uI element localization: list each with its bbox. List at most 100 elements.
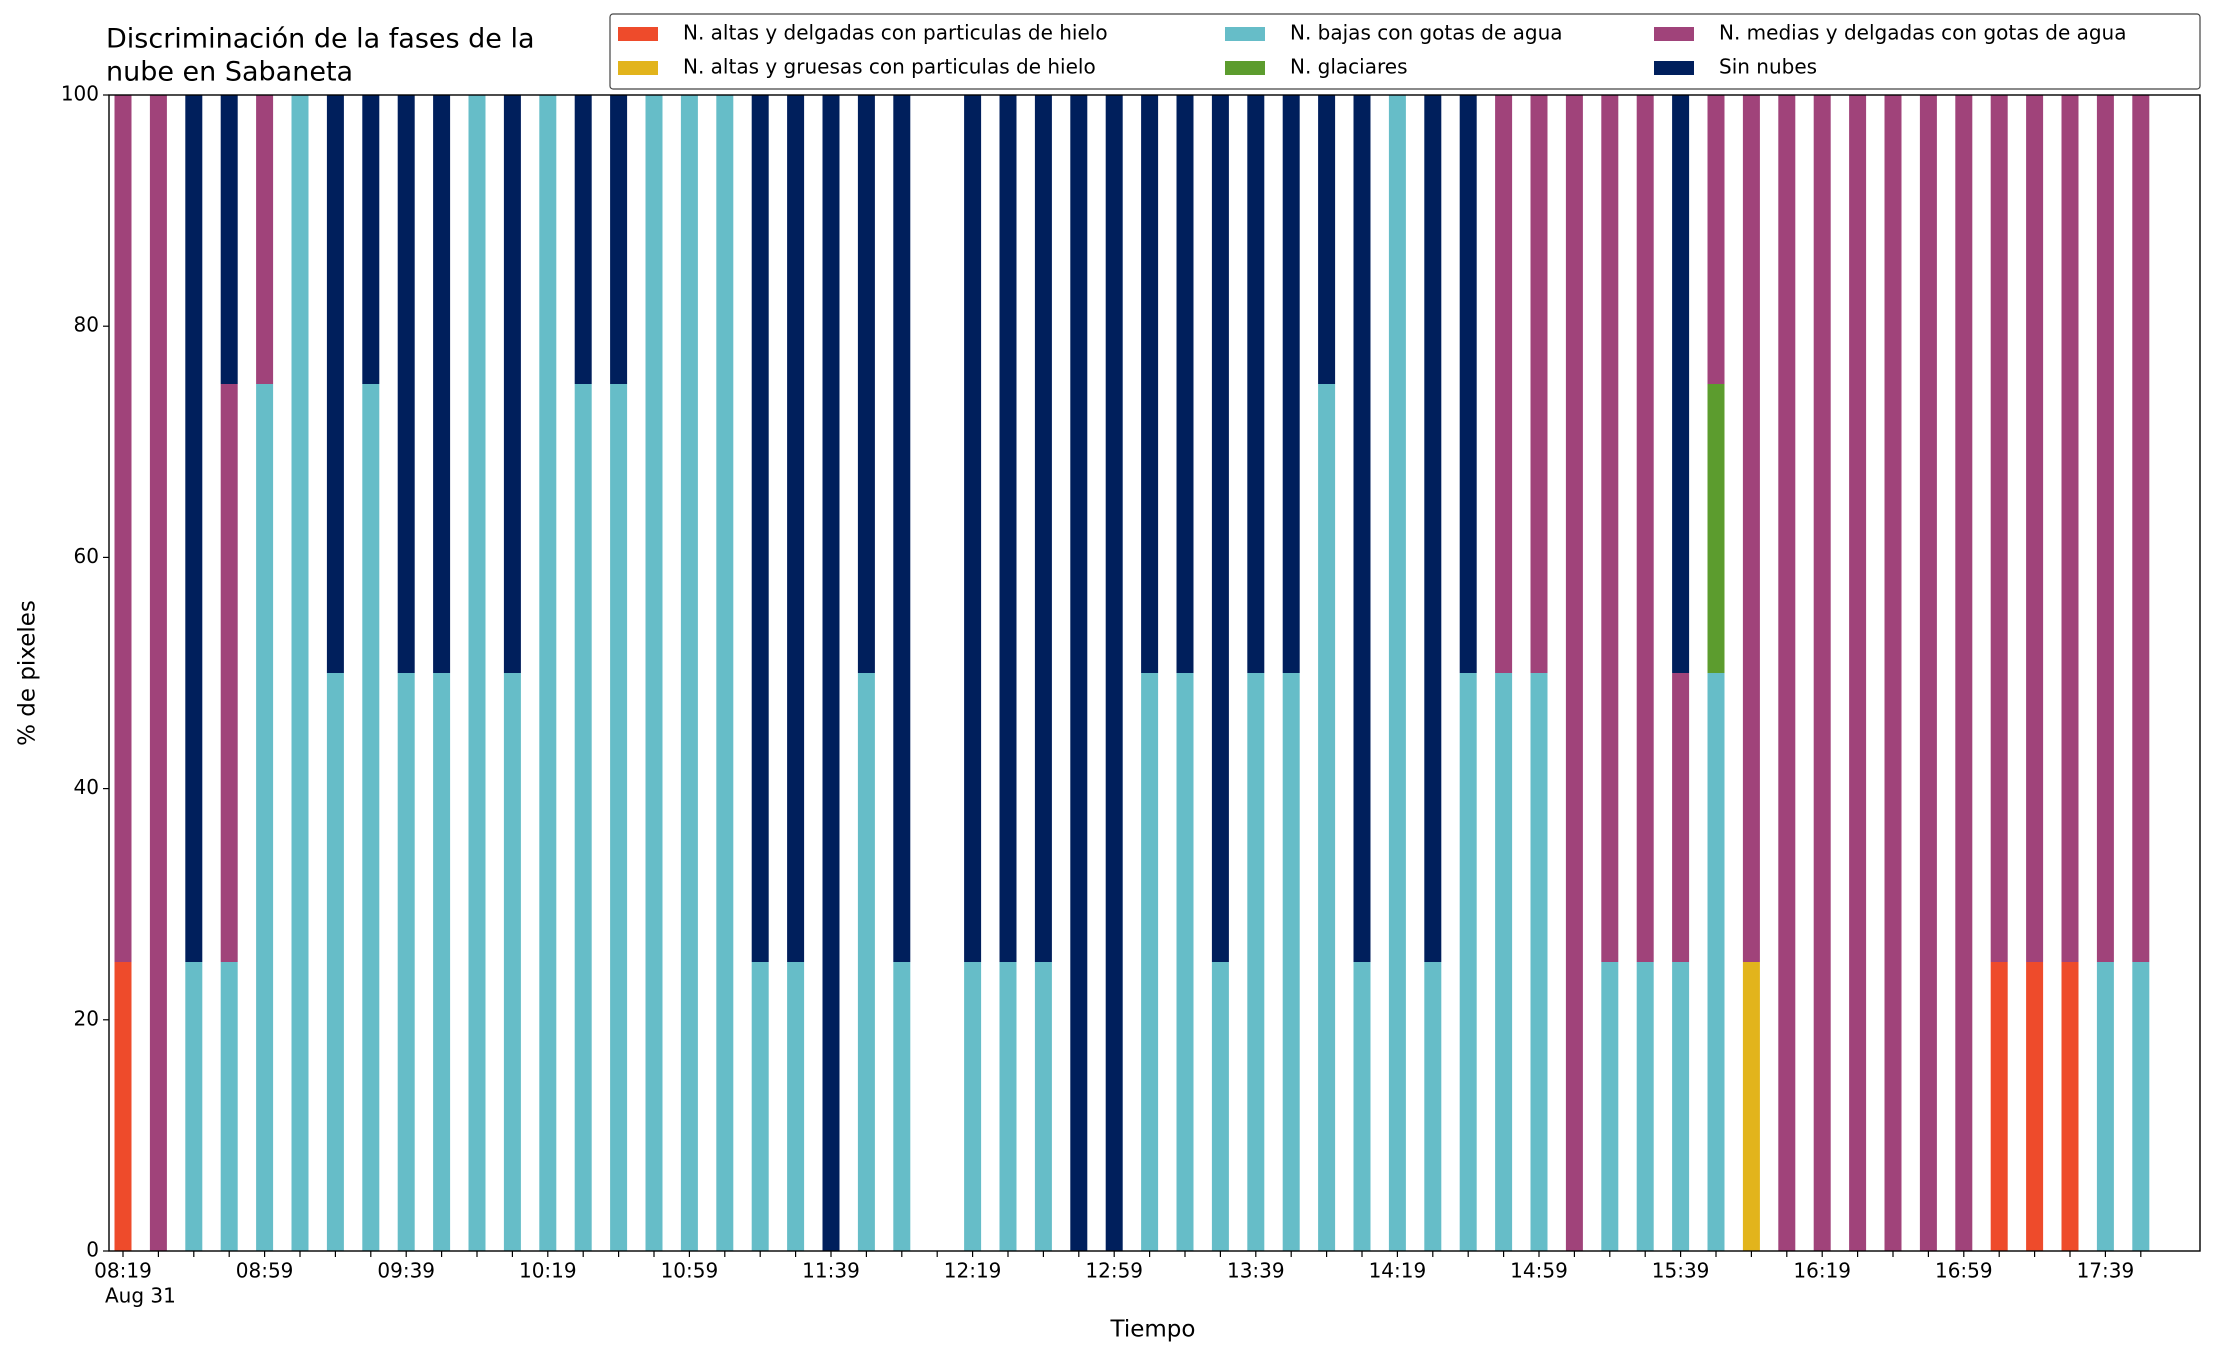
y-tick-label: 80 bbox=[74, 313, 99, 337]
bar-segment bbox=[220, 962, 238, 1251]
x-tick-label: 13:39 bbox=[1227, 1259, 1285, 1283]
bar-segment bbox=[1424, 962, 1442, 1251]
bar-segment bbox=[1955, 95, 1973, 1251]
bar-segment bbox=[1282, 95, 1300, 673]
x-tick-label: 12:19 bbox=[944, 1259, 1002, 1283]
x-tick-label: 14:19 bbox=[1369, 1259, 1427, 1283]
legend-swatch bbox=[1654, 61, 1694, 75]
x-tick-label: 10:19 bbox=[519, 1259, 577, 1283]
bar-segment bbox=[1495, 673, 1513, 1251]
legend-swatch bbox=[1654, 27, 1694, 41]
bar-segment bbox=[433, 673, 451, 1251]
y-tick-label: 60 bbox=[74, 544, 99, 568]
bar-segment bbox=[1742, 95, 1760, 962]
bar-segment bbox=[680, 95, 698, 1251]
y-axis-label: % de pixeles bbox=[15, 600, 41, 746]
bar-segment bbox=[857, 95, 875, 673]
bar-segment bbox=[1601, 962, 1619, 1251]
bar-segment bbox=[362, 95, 380, 384]
bar-segment bbox=[1318, 384, 1336, 1251]
legend-swatch bbox=[618, 61, 658, 75]
bar-segment bbox=[1813, 95, 1831, 1251]
bar-segment bbox=[1459, 95, 1477, 673]
bar-segment bbox=[1176, 95, 1194, 673]
bar-segment bbox=[397, 95, 415, 673]
bar-segment bbox=[1424, 95, 1442, 962]
bar-segment bbox=[256, 384, 274, 1251]
bar-segment bbox=[1636, 962, 1654, 1251]
x-date-label: Aug 31 bbox=[105, 1284, 176, 1308]
legend-swatch bbox=[1225, 61, 1265, 75]
bar-segment bbox=[1530, 95, 1548, 673]
legend-box bbox=[609, 13, 2201, 90]
bar-segment bbox=[1211, 95, 1229, 962]
bar-segment bbox=[1565, 95, 1583, 1251]
bar-segment bbox=[1353, 962, 1371, 1251]
bar-segment bbox=[2026, 95, 2044, 962]
chart-title: Discriminación de la fases de la bbox=[106, 24, 535, 55]
legend-label: N. glaciares bbox=[1290, 55, 1408, 79]
bar-segment bbox=[787, 962, 805, 1251]
bar-segment bbox=[1601, 95, 1619, 962]
bar-segment bbox=[1388, 95, 1406, 1251]
x-tick-label: 08:19 bbox=[94, 1259, 152, 1283]
bar-segment bbox=[610, 384, 628, 1251]
x-axis-label: Tiempo bbox=[1110, 1317, 1196, 1343]
bar-segment bbox=[822, 95, 840, 1251]
bar-segment bbox=[574, 95, 592, 384]
bar-segment bbox=[2061, 95, 2079, 962]
bar-segment bbox=[1141, 673, 1159, 1251]
bar-segment bbox=[114, 95, 132, 962]
bar-segment bbox=[326, 95, 344, 673]
legend-label: N. medias y delgadas con gotas de agua bbox=[1719, 21, 2127, 45]
bar-segment bbox=[893, 962, 911, 1251]
bar-segment bbox=[716, 95, 734, 1251]
bar-segment bbox=[751, 95, 769, 962]
bar-segment bbox=[503, 95, 521, 673]
bar-segment bbox=[220, 95, 238, 384]
legend-label: N. bajas con gotas de agua bbox=[1290, 21, 1563, 45]
bar-segment bbox=[1742, 962, 1760, 1251]
bar-segment bbox=[1884, 95, 1902, 1251]
bar-segment bbox=[1459, 673, 1477, 1251]
bar-segment bbox=[433, 95, 451, 673]
bar-segment bbox=[787, 95, 805, 962]
bar-segment bbox=[1247, 95, 1265, 673]
bar-segment bbox=[1919, 95, 1937, 1251]
x-tick-label: 16:59 bbox=[1935, 1259, 1993, 1283]
bar-segment bbox=[1034, 95, 1052, 962]
y-tick-label: 0 bbox=[86, 1238, 99, 1262]
bar-segment bbox=[574, 384, 592, 1251]
legend-label: N. altas y gruesas con particulas de hie… bbox=[683, 55, 1096, 79]
bar-segment bbox=[893, 95, 911, 962]
bar-segment bbox=[149, 95, 167, 1251]
bar-segment bbox=[1247, 673, 1265, 1251]
bar-segment bbox=[751, 962, 769, 1251]
bar-segment bbox=[1318, 95, 1336, 384]
bar-segment bbox=[2132, 95, 2150, 962]
bar-segment bbox=[857, 673, 875, 1251]
bar-segment bbox=[1282, 673, 1300, 1251]
x-tick-label: 14:59 bbox=[1510, 1259, 1568, 1283]
bar-segment bbox=[1672, 962, 1690, 1251]
bar-segment bbox=[999, 95, 1017, 962]
bar-segment bbox=[256, 95, 274, 384]
x-tick-label: 15:39 bbox=[1652, 1259, 1710, 1283]
y-tick-label: 100 bbox=[61, 82, 99, 106]
bar-segment bbox=[2132, 962, 2150, 1251]
bar-segment bbox=[1636, 95, 1654, 962]
bar-segment bbox=[326, 673, 344, 1251]
bar-segment bbox=[610, 95, 628, 384]
bar-segment bbox=[220, 384, 238, 962]
plot-frame bbox=[108, 94, 2201, 1252]
chart-title: nube en Sabaneta bbox=[106, 57, 353, 88]
bar-segment bbox=[2061, 962, 2079, 1251]
bar-segment bbox=[1990, 962, 2008, 1251]
bar-segment bbox=[1353, 95, 1371, 962]
x-tick-label: 08:59 bbox=[236, 1259, 294, 1283]
bar-segment bbox=[1849, 95, 1867, 1251]
y-tick-label: 40 bbox=[74, 775, 99, 799]
bar-segment bbox=[468, 95, 486, 1251]
